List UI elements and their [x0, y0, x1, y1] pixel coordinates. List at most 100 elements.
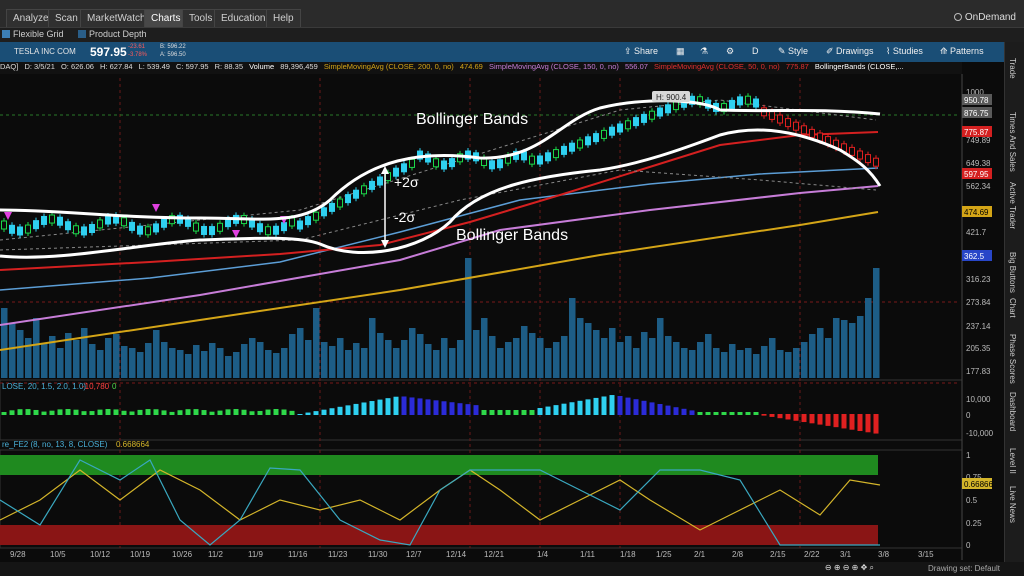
- volume-bar: [185, 354, 192, 378]
- style-label: Style: [788, 46, 809, 56]
- candle-body: [145, 226, 151, 236]
- macd-bar: [121, 410, 127, 415]
- macd-bar: [769, 414, 775, 417]
- date-tick-label: 10/19: [130, 550, 151, 559]
- candle-body: [753, 98, 759, 108]
- oscillator-value: 0.668664: [116, 440, 150, 449]
- zoom-controls[interactable]: ⊖ ⊕ ⊖ ⊕ ✥ ⌕: [824, 563, 874, 572]
- right-tab-chart[interactable]: Chart: [1008, 298, 1017, 318]
- macd-bar: [801, 414, 807, 423]
- candle-body: [305, 216, 311, 226]
- volume-bar: [313, 308, 320, 378]
- volume-bar: [489, 336, 496, 378]
- macd-bar: [265, 409, 271, 415]
- macd-bar: [81, 411, 87, 415]
- right-tab-big-buttons[interactable]: Big Buttons: [1008, 252, 1017, 293]
- candle-body: [321, 207, 327, 217]
- candle-body: [553, 149, 559, 159]
- style-button[interactable]: ✎ Style: [778, 46, 809, 56]
- volume-bar: [425, 344, 432, 378]
- aggregation-button[interactable]: D: [752, 46, 759, 56]
- macd-bar: [25, 409, 31, 415]
- drawings-button[interactable]: ✐ Drawings: [826, 46, 874, 56]
- date-tick-label: 2/8: [732, 550, 744, 559]
- last-price: 597.95: [90, 45, 127, 59]
- price-tag-value: 775.87: [964, 128, 989, 137]
- volume-bar: [521, 326, 528, 378]
- volume-bar: [809, 334, 816, 378]
- plus-two-sigma-label: +2σ: [394, 174, 419, 190]
- candle-body: [73, 225, 79, 235]
- right-tab-live-news[interactable]: Live News: [1008, 486, 1017, 523]
- macd-bar: [169, 411, 175, 415]
- ondemand-button[interactable]: OnDemand: [953, 12, 1016, 23]
- high-marker-bg: [652, 91, 690, 102]
- volume-bar: [201, 351, 208, 378]
- volume-bar: [785, 352, 792, 378]
- macd-bar: [609, 395, 615, 415]
- volume-bar: [1, 308, 8, 378]
- date-tick-label: 1/11: [580, 550, 596, 559]
- volume-bar: [89, 344, 96, 378]
- right-tab-dashboard[interactable]: Dashboard: [1008, 392, 1017, 432]
- price-tag: 474.69: [962, 206, 992, 217]
- macd-bar: [809, 414, 815, 424]
- volume-bar: [233, 352, 240, 378]
- bollinger-label[interactable]: BollingerBands (CLOSE,...: [814, 62, 904, 71]
- status-bar: ⊖ ⊕ ⊖ ⊕ ✥ ⌕ Drawing set: Default: [0, 562, 1024, 576]
- change-value: -23.61: [128, 44, 146, 50]
- date-tick-label: 2/15: [770, 550, 786, 559]
- drawing-set-label[interactable]: Drawing set: Default: [927, 564, 1000, 573]
- bollinger-upper-annotation: Bollinger Bands: [416, 111, 528, 128]
- macd-bar: [49, 410, 55, 415]
- chart-type-icon[interactable]: ▦: [676, 46, 685, 56]
- volume-value: 89,396,459: [280, 62, 318, 71]
- macd-bar: [305, 412, 311, 415]
- volume-bar: [81, 328, 88, 378]
- sma200-label[interactable]: SimpleMovingAvg (CLOSE, 200, 0, no): [323, 62, 454, 71]
- oscillator-tick-label: 0: [966, 541, 971, 550]
- volume-bar: [561, 336, 568, 378]
- macd-bar: [409, 397, 415, 415]
- right-tab-times-and-sales[interactable]: Times And Sales: [1008, 112, 1017, 172]
- sma50-label[interactable]: SimpleMovingAvg (CLOSE, 50, 0, no): [654, 62, 780, 71]
- product-depth-toggle[interactable]: Product Depth: [78, 29, 147, 39]
- oscillator-tick-label: 0.25: [966, 519, 982, 528]
- volume-bar: [681, 348, 688, 378]
- macd-bar: [33, 409, 39, 415]
- flask-icon[interactable]: ⚗: [700, 46, 709, 56]
- macd-bar: [17, 409, 23, 415]
- volume-bar: [657, 318, 664, 378]
- macd-bar: [497, 410, 503, 415]
- candle-body: [129, 221, 135, 231]
- volume-bar: [369, 318, 376, 378]
- patterns-button[interactable]: ⟰ Patterns: [940, 46, 984, 56]
- macd-bar: [753, 412, 759, 415]
- date-tick-label: 11/30: [368, 550, 388, 559]
- candle-body: [561, 145, 567, 155]
- volume-bar: [825, 338, 832, 378]
- right-tab-phase-scores[interactable]: Phase Scores: [1008, 334, 1017, 384]
- sma200-line: [0, 211, 879, 351]
- chart-area[interactable]: 1000876.75749.89649.38562.34421.7316.232…: [0, 0, 1004, 562]
- macd-bar: [89, 411, 95, 415]
- sma150-label[interactable]: SimpleMovingAvg (CLOSE, 150, 0, no): [488, 62, 619, 71]
- price-tag-bg: [962, 107, 992, 118]
- share-button[interactable]: ⇪ Share: [624, 46, 659, 56]
- candle-body: [209, 226, 215, 236]
- symbol-name[interactable]: TESLA INC COM: [14, 47, 76, 56]
- macd-bar: [153, 409, 159, 415]
- volume-bar: [97, 350, 104, 378]
- flexible-grid-toggle[interactable]: Flexible Grid: [2, 29, 64, 39]
- right-tab-level-ii[interactable]: Level II: [1008, 448, 1017, 474]
- menu-help[interactable]: Help: [266, 9, 301, 27]
- studies-button[interactable]: ⌇ Studies: [886, 46, 923, 56]
- volume-bar: [673, 342, 680, 378]
- macd-bar: [337, 406, 343, 415]
- gear-icon[interactable]: ⚙: [726, 46, 735, 56]
- right-tab-trade[interactable]: Trade: [1008, 58, 1017, 79]
- right-tab-active-trader[interactable]: Active Trader: [1008, 182, 1017, 230]
- candle-body: [401, 163, 407, 173]
- candle-body: [169, 215, 175, 225]
- channel-lower: [0, 169, 877, 251]
